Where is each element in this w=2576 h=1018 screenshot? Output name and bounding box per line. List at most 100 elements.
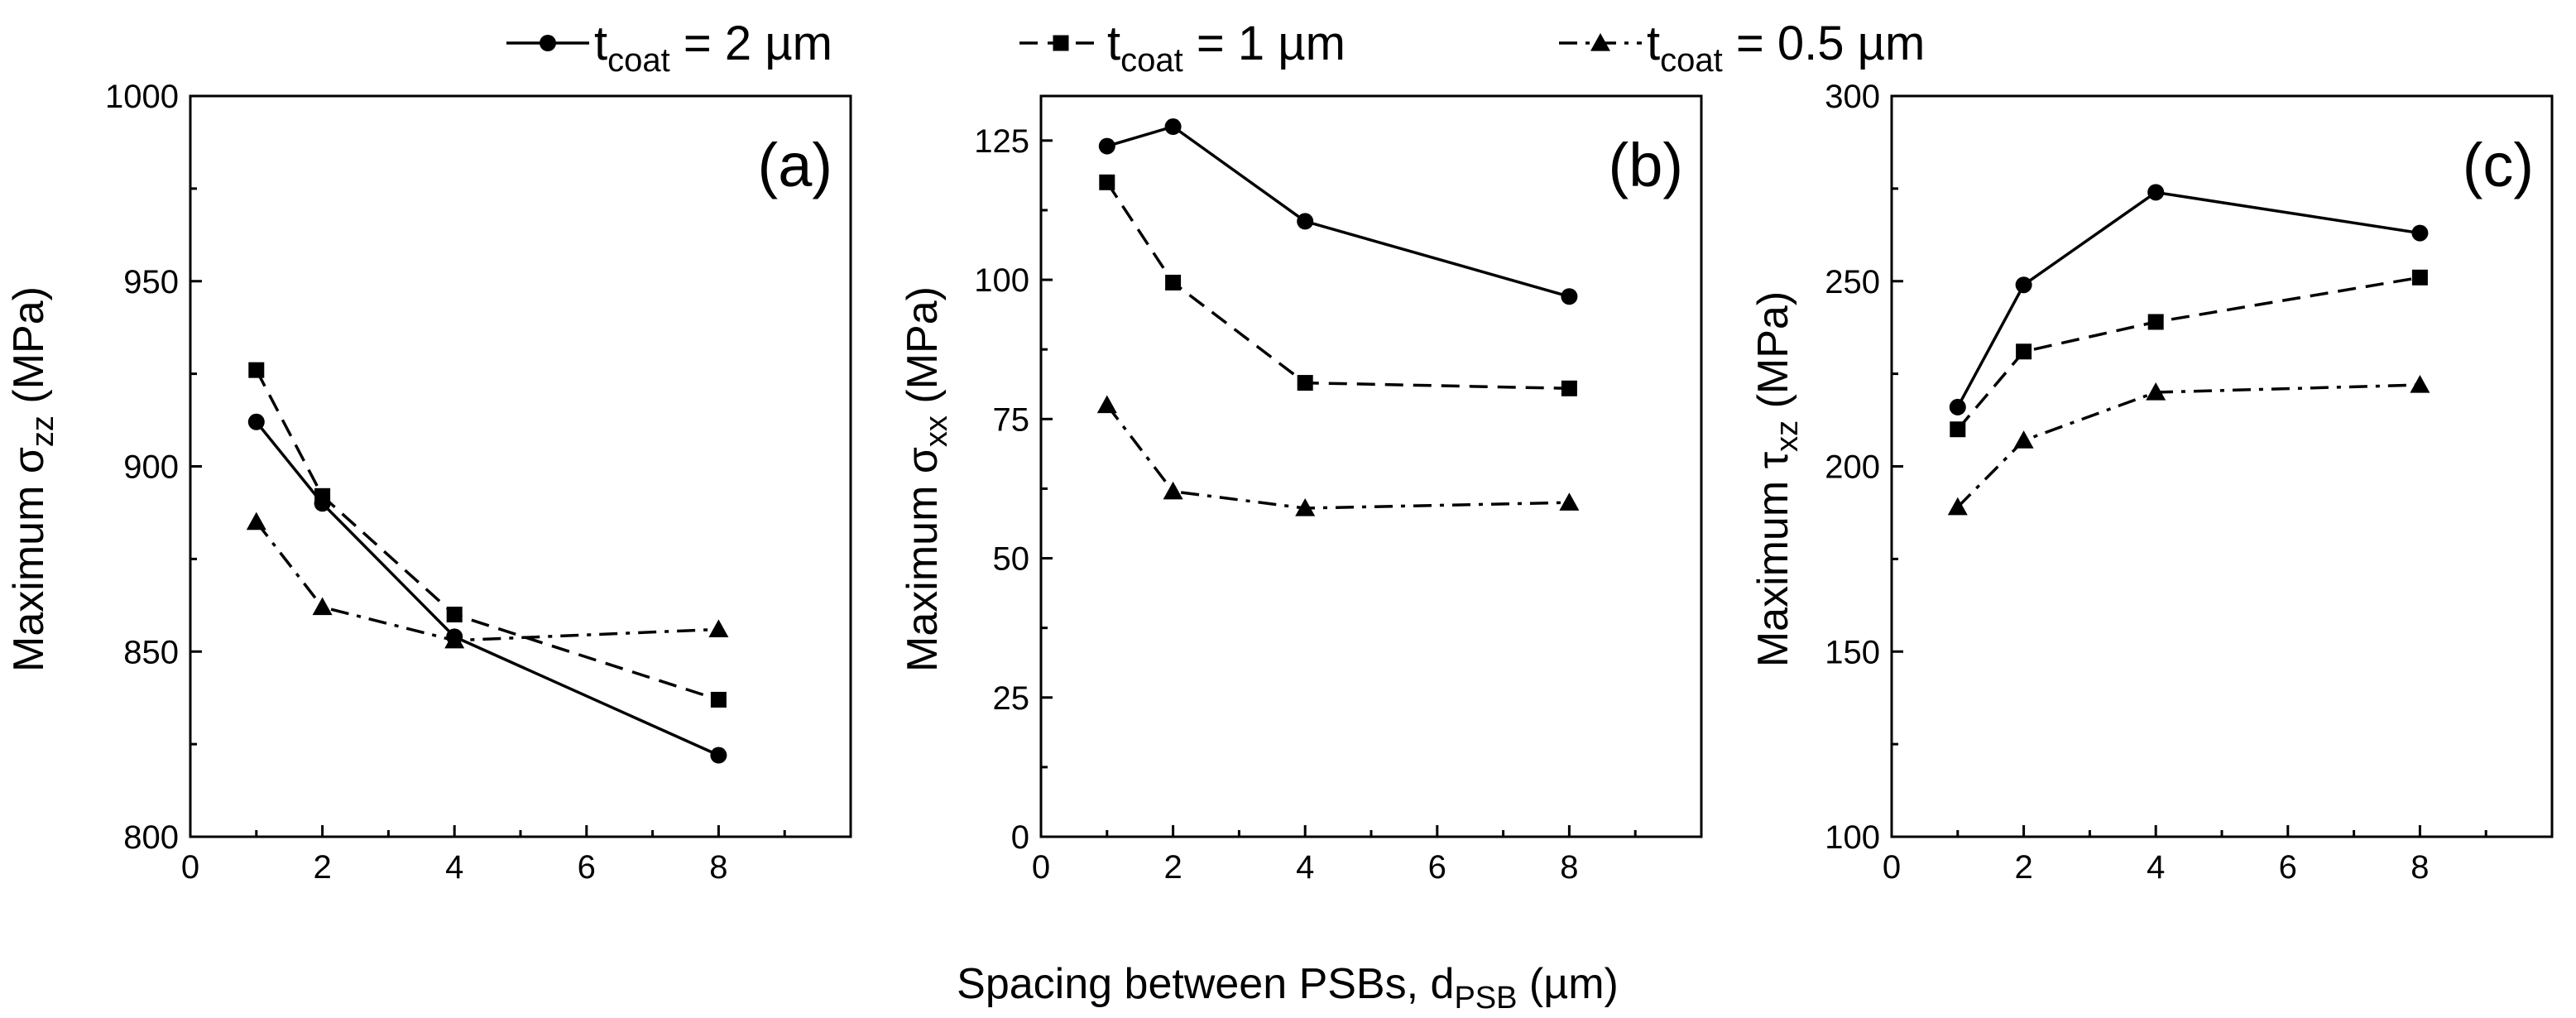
legend-label-2um: tcoat = 2 µm [594, 17, 832, 79]
panel-c-series-line-2um [1956, 190, 2420, 408]
panel-c-x-tick-label: 8 [2411, 849, 2429, 886]
legend-marker-2um [540, 35, 556, 51]
panel-a-y-tick-label: 900 [123, 449, 179, 486]
panel-a-series-line-05um [255, 521, 719, 642]
panel-b-point-2um-x4 [1297, 213, 1314, 230]
panel-c-point-05um-x2 [2013, 430, 2034, 449]
panel-c-frame [1890, 94, 2554, 838]
panel-c-x-tick-label: 2 [2014, 849, 2032, 886]
panel-c-point-2um-x8 [2411, 224, 2429, 242]
panel-a-point-2um-x8 [710, 747, 727, 764]
panel-b-x-tick-label: 2 [1163, 849, 1182, 886]
panel-a-x-tick-label: 4 [445, 849, 463, 886]
panel-a-x-tick-label: 2 [313, 849, 331, 886]
panel-c-point-05um-x1 [1947, 497, 1968, 516]
panel-a-x-tick-label: 0 [181, 849, 199, 886]
panel-c-point-1um-x1 [1950, 421, 1966, 438]
panel-b-point-2um-x2 [1164, 118, 1182, 136]
panel-c-point-1um-x8 [2411, 269, 2428, 286]
legend-marker-05um [1590, 33, 1610, 51]
panel-a-x-tick-label: 8 [709, 849, 727, 886]
panel-c: 0 2 4 6 8 100 150 200 250 300 (c) Maximum τxz (MP… [1749, 79, 2554, 886]
panel-b-point-1um-x2 [1165, 274, 1182, 291]
panel-b-series-line-2um [1106, 125, 1570, 298]
panel-a: 0 2 4 6 8 800 850 900 950 1000 (a) Maximum σzz (M… [5, 79, 852, 886]
panel-c-series [1947, 184, 2430, 516]
legend-marker-1um [1053, 35, 1069, 51]
panel-b-y-tick-label: 75 [993, 401, 1030, 438]
panel-a-axes: 0 2 4 6 8 800 850 900 950 1000 [105, 79, 852, 886]
panel-a-series-line-2um [255, 420, 720, 757]
panel-b-y-axis-label: Maximum σxx (MPa) [899, 286, 954, 672]
panel-a-point-1um-x1 [248, 362, 265, 378]
panel-c-x-tick-label: 4 [2147, 849, 2165, 886]
legend-entry-2um: tcoat = 2 µm [506, 17, 832, 79]
panel-c-y-tick-label: 200 [1825, 449, 1880, 486]
legend-entry-05um: tcoat = 0.5 µm [1559, 17, 1925, 79]
panel-a-series [246, 362, 729, 764]
panel-a-point-05um-x1 [246, 511, 266, 531]
panel-c-point-05um-x4 [2146, 382, 2166, 401]
panel-a-point-05um-x4 [444, 630, 465, 649]
panel-b-point-2um-x1 [1098, 137, 1115, 155]
panel-c-y-axis-label: Maximum τxz (MPa) [1749, 291, 1805, 667]
panel-c-point-2um-x1 [1949, 398, 1966, 415]
panel-c-series-line-05um [1956, 383, 2420, 508]
panel-b-x-tick-label: 8 [1560, 849, 1578, 886]
legend-label-05um: tcoat = 0.5 µm [1647, 17, 1925, 79]
panel-b-series [1096, 118, 1580, 516]
panel-c-label: (c) [2463, 131, 2534, 199]
panel-a-point-05um-x2 [312, 597, 333, 616]
panel-b-point-05um-x8 [1559, 492, 1580, 511]
panel-a-y-tick-label: 1000 [105, 79, 179, 115]
panel-b-y-tick-label: 125 [974, 123, 1029, 160]
panel-c-point-2um-x4 [2147, 184, 2165, 201]
panel-a-label: (a) [758, 131, 832, 199]
panel-b: 0 2 4 6 8 0 25 50 75 100 125 (b) Maximum σxx (MPa) [899, 94, 1703, 886]
panel-c-x-tick-label: 6 [2279, 849, 2297, 886]
panel-a-y-axis-label: Maximum σzz (MPa) [5, 286, 60, 672]
panel-b-label: (b) [1609, 131, 1683, 199]
panel-c-axes: 0 2 4 6 8 100 150 200 250 300 [1825, 79, 2554, 886]
panel-c-point-05um-x8 [2410, 375, 2430, 393]
panel-c-series-line-1um [1956, 276, 2420, 430]
panel-b-frame [1039, 94, 1703, 838]
panel-c-x-tick-label: 0 [1883, 849, 1901, 886]
panel-b-point-2um-x8 [1561, 288, 1578, 305]
legend-label-1um: tcoat = 1 µm [1107, 17, 1346, 79]
panel-b-point-05um-x1 [1096, 395, 1117, 414]
panel-a-point-05um-x8 [708, 619, 729, 637]
panel-c-y-tick-label: 150 [1825, 634, 1880, 670]
panel-b-point-05um-x2 [1163, 481, 1183, 500]
panel-b-y-tick-label: 25 [993, 680, 1030, 717]
panel-a-series-line-1um [255, 369, 719, 702]
panel-c-y-tick-label: 250 [1825, 264, 1880, 300]
x-axis-label: Spacing between PSBs, dPSB (µm) [957, 960, 1619, 1016]
panel-a-frame [189, 94, 852, 838]
panel-b-y-tick-label: 0 [1011, 819, 1029, 856]
legend: tcoat = 2 µm tcoat = 1 µm tcoat = 0.5 µm [506, 17, 1925, 79]
panel-a-point-1um-x4 [446, 607, 463, 622]
panel-c-y-tick-label: 300 [1825, 79, 1880, 115]
panel-c-point-1um-x4 [2147, 314, 2164, 330]
panel-a-y-tick-label: 850 [123, 634, 179, 670]
panel-b-y-tick-label: 100 [974, 262, 1029, 299]
legend-symbol-square [1019, 35, 1102, 51]
panel-a-point-1um-x2 [314, 487, 331, 504]
panel-b-series-line-05um [1106, 404, 1570, 510]
panel-b-point-1um-x4 [1297, 375, 1313, 391]
panel-a-x-tick-label: 6 [578, 849, 596, 886]
legend-symbol-triangle [1559, 33, 1642, 51]
panel-b-x-tick-label: 4 [1296, 849, 1314, 886]
panel-b-x-tick-label: 0 [1032, 849, 1050, 886]
panel-b-x-tick-label: 6 [1428, 849, 1446, 886]
panel-b-series-line-1um [1106, 181, 1570, 391]
panel-c-point-1um-x2 [2016, 343, 2032, 360]
panel-c-point-2um-x2 [2015, 276, 2032, 294]
legend-symbol-circle [506, 35, 589, 51]
panel-a-y-tick-label: 800 [123, 819, 179, 856]
panel-c-y-tick-label: 100 [1825, 819, 1880, 856]
panel-a-point-1um-x8 [710, 691, 727, 708]
panel-b-point-1um-x1 [1099, 174, 1115, 190]
